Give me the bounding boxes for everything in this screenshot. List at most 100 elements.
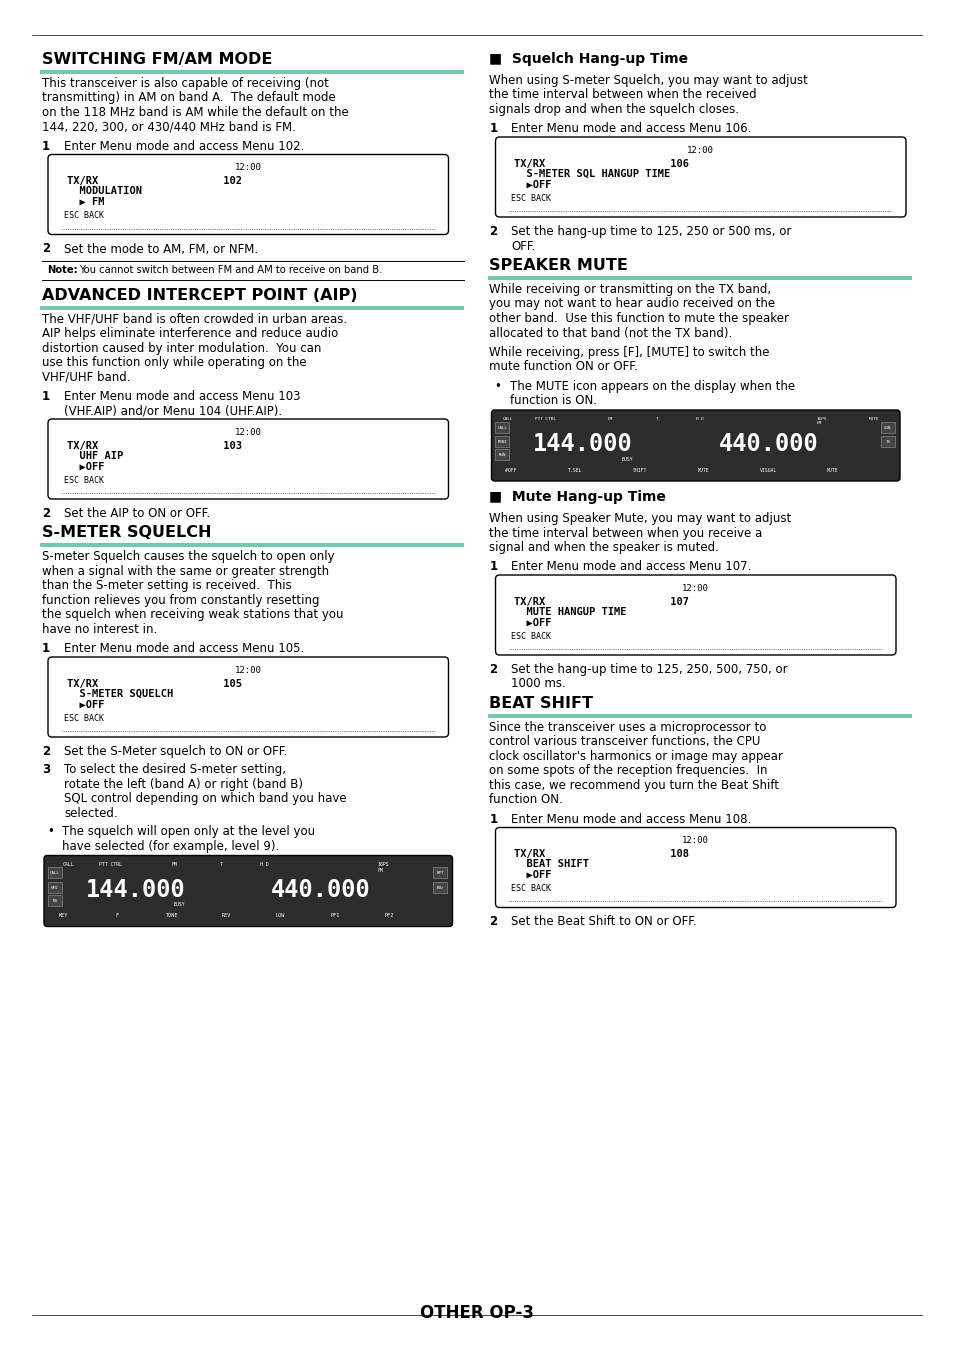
Text: (VHF.AIP) and/or Menu 104 (UHF.AIP).: (VHF.AIP) and/or Menu 104 (UHF.AIP). [64,405,282,417]
Text: ESC BACK: ESC BACK [64,477,104,485]
Text: ▶OFF: ▶OFF [67,699,105,709]
Text: Enter Menu mode and access Menu 105.: Enter Menu mode and access Menu 105. [64,643,304,656]
Text: 16PS
FM: 16PS FM [816,417,826,425]
Text: BEAT SHIFT: BEAT SHIFT [514,860,589,869]
FancyBboxPatch shape [880,436,894,447]
Text: CALL: CALL [63,863,74,867]
Text: TONE: TONE [166,913,178,918]
Text: selected.: selected. [64,807,117,819]
Text: RUN: RUN [498,454,506,458]
Text: AIP helps eliminate interference and reduce audio: AIP helps eliminate interference and red… [42,327,338,340]
FancyBboxPatch shape [48,418,448,500]
Text: Note:: Note: [47,265,77,275]
Text: VISUAL: VISUAL [759,467,776,472]
Text: SUN: SUN [883,427,891,429]
Text: ADVANCED INTERCEPT POINT (AIP): ADVANCED INTERCEPT POINT (AIP) [42,288,357,302]
Text: 144.000: 144.000 [533,432,632,456]
Text: 12:00: 12:00 [234,428,261,437]
Text: H D: H D [695,417,703,420]
FancyBboxPatch shape [48,868,62,879]
Text: distortion caused by inter modulation.  You can: distortion caused by inter modulation. Y… [42,342,321,355]
Text: Set the Beat Shift to ON or OFF.: Set the Beat Shift to ON or OFF. [511,915,697,929]
Text: ▶OFF: ▶OFF [514,617,552,628]
Text: ESC BACK: ESC BACK [511,632,551,641]
Text: S-METER SQL HANGUP TIME: S-METER SQL HANGUP TIME [514,169,670,180]
Text: CALL: CALL [50,872,60,875]
Bar [487,275,911,279]
Text: Set the hang-up time to 125, 250 or 500 ms, or: Set the hang-up time to 125, 250 or 500 … [511,225,791,238]
Text: FM: FM [172,863,177,867]
Text: the time interval between when the received: the time interval between when the recei… [489,89,757,101]
Text: 440.000: 440.000 [271,878,370,902]
Text: other band.  Use this function to mute the speaker: other band. Use this function to mute th… [489,312,789,325]
Text: TX/RX                    107: TX/RX 107 [514,597,689,606]
Text: You cannot switch between FM and AM to receive on band B.: You cannot switch between FM and AM to r… [79,265,382,275]
Text: ■  Squelch Hang-up Time: ■ Squelch Hang-up Time [489,53,688,66]
Text: PF1: PF1 [330,913,339,918]
Text: S-METER SQUELCH: S-METER SQUELCH [42,525,212,540]
FancyBboxPatch shape [48,895,62,906]
Text: S-METER SQUELCH: S-METER SQUELCH [67,688,173,699]
Text: FM: FM [606,417,612,420]
Text: 1: 1 [489,123,497,135]
Text: BUSY: BUSY [173,902,186,907]
Text: PTT CTRL: PTT CTRL [535,417,556,420]
Text: MUTE: MUTE [698,467,709,472]
Text: T: T [655,417,658,420]
Text: you may not want to hear audio received on the: you may not want to hear audio received … [489,297,775,310]
Text: When using Speaker Mute, you may want to adjust: When using Speaker Mute, you may want to… [489,512,791,525]
Text: ▶OFF: ▶OFF [514,180,552,189]
Text: Enter Menu mode and access Menu 107.: Enter Menu mode and access Menu 107. [511,560,751,574]
Text: the squelch when receiving weak stations that you: the squelch when receiving weak stations… [42,609,343,621]
FancyBboxPatch shape [491,410,899,481]
Text: 1: 1 [489,560,497,574]
Text: 144, 220, 300, or 430/440 MHz band is FM.: 144, 220, 300, or 430/440 MHz band is FM… [42,120,295,134]
Text: PF2: PF2 [384,913,394,918]
Text: MR: MR [52,899,57,903]
Text: 2: 2 [489,663,497,676]
FancyBboxPatch shape [495,828,895,907]
Text: TX/RX                    102: TX/RX 102 [67,176,242,186]
FancyBboxPatch shape [44,856,452,926]
FancyBboxPatch shape [495,575,895,655]
Text: rotate the left (band A) or right (band B): rotate the left (band A) or right (band … [64,778,303,791]
Text: H D: H D [260,863,269,867]
FancyBboxPatch shape [48,657,448,737]
Text: than the S-meter setting is received.  This: than the S-meter setting is received. Th… [42,579,292,593]
Text: 2: 2 [489,225,497,238]
Text: use this function only while operating on the: use this function only while operating o… [42,356,306,369]
Text: transmitting) in AM on band A.  The default mode: transmitting) in AM on band A. The defau… [42,92,335,104]
Text: 1: 1 [489,813,497,826]
Text: 16PS
FM: 16PS FM [376,863,388,873]
Text: 2: 2 [42,745,51,757]
Text: BEAT SHIFT: BEAT SHIFT [489,697,593,711]
Text: MODULATION: MODULATION [67,186,142,197]
Text: ESC BACK: ESC BACK [511,194,551,202]
Text: VFO: VFO [51,886,59,890]
Text: UHF AIP: UHF AIP [67,451,123,460]
FancyBboxPatch shape [880,423,894,433]
Text: Since the transceiver uses a microprocessor to: Since the transceiver uses a microproces… [489,721,766,734]
Text: 12:00: 12:00 [686,146,714,155]
Text: 2: 2 [42,243,51,255]
FancyBboxPatch shape [48,882,62,892]
FancyBboxPatch shape [495,450,509,460]
Text: SQL control depending on which band you have: SQL control depending on which band you … [64,792,346,806]
Text: This transceiver is also capable of receiving (not: This transceiver is also capable of rece… [42,77,329,90]
Text: this case, we recommend you turn the Beat Shift: this case, we recommend you turn the Bea… [489,779,779,792]
Text: mute function ON or OFF.: mute function ON or OFF. [489,360,638,374]
Text: control various transceiver functions, the CPU: control various transceiver functions, t… [489,736,760,748]
Text: Enter Menu mode and access Menu 103: Enter Menu mode and access Menu 103 [64,390,300,404]
Text: 2: 2 [42,508,51,520]
Text: on the 118 MHz band is AM while the default on the: on the 118 MHz band is AM while the defa… [42,107,349,119]
Bar [40,544,464,548]
Text: PTT CTRL: PTT CTRL [99,863,122,867]
Text: have selected (for example, level 9).: have selected (for example, level 9). [62,840,279,853]
Text: RPT: RPT [436,872,444,875]
Text: 1: 1 [42,140,51,153]
Text: MONI: MONI [497,440,507,444]
Text: T.SEL: T.SEL [567,467,581,472]
Text: have no interest in.: have no interest in. [42,622,157,636]
Text: function relieves you from constantly resetting: function relieves you from constantly re… [42,594,319,608]
Text: 12:00: 12:00 [681,583,708,593]
